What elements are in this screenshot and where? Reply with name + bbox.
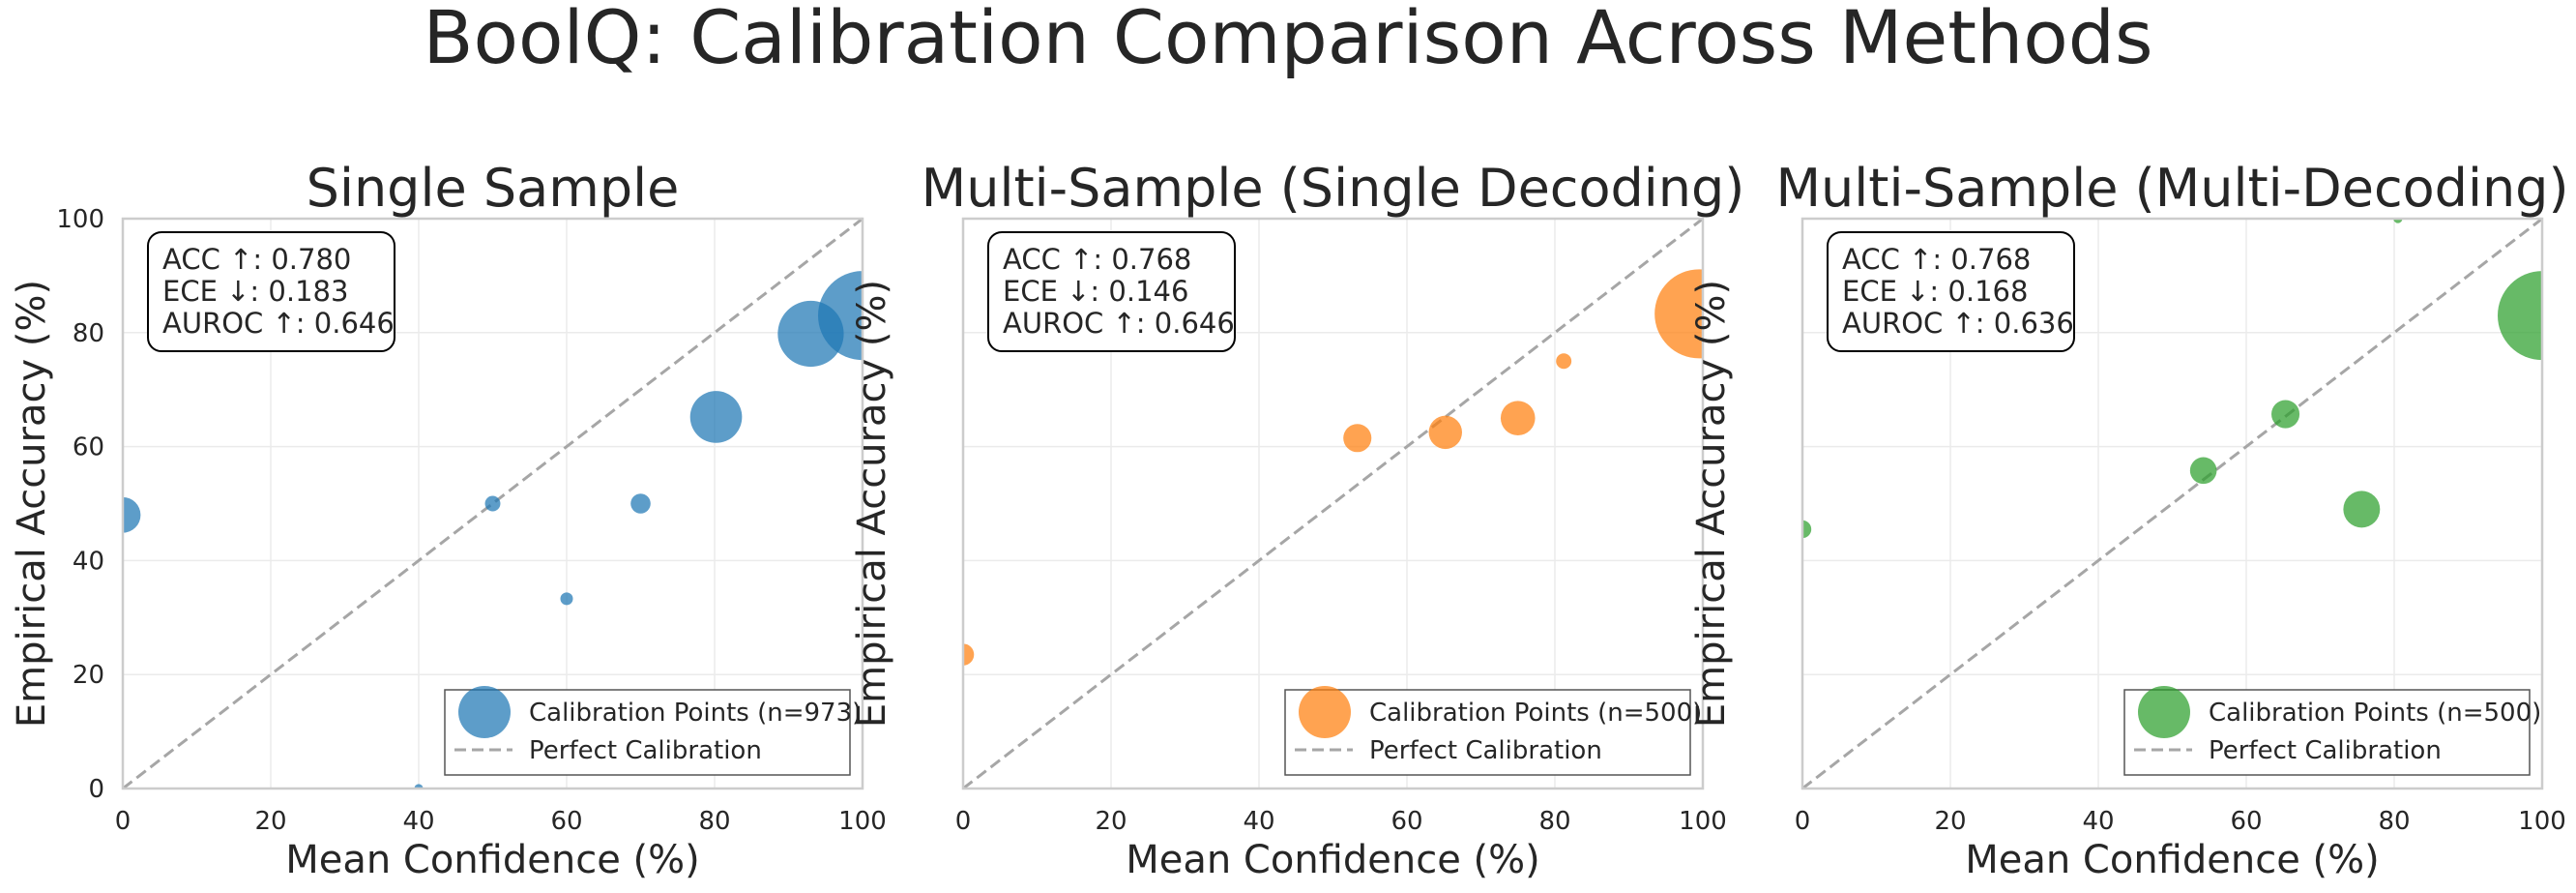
stats-line: AUROC ↑: 0.646: [162, 307, 395, 340]
x-tick-label: 20: [1095, 807, 1127, 836]
legend-box: [1284, 689, 1691, 776]
panel-1: 0 20 40 60 80 100 0 20 40 60 80 100 Single Sample Mea…: [10, 158, 887, 882]
legend-label-points: Calibration Points (n=500): [2209, 699, 2541, 728]
legend-label-points: Calibration Points (n=500): [1369, 699, 1702, 728]
calibration-point: [2270, 400, 2300, 429]
x-tick-label: 100: [838, 807, 887, 836]
x-tick-label: 100: [1679, 807, 1727, 836]
legend-label-line: Perfect Calibration: [1369, 736, 1602, 765]
calibration-point: [560, 592, 573, 606]
x-tick-label: 0: [955, 807, 972, 836]
stats-line: ACC ↑: 0.780: [162, 243, 351, 276]
legend-box: [2123, 689, 2531, 776]
y-tick-label: 20: [73, 661, 104, 690]
y-axis-label: Empirical Accuracy (%): [10, 280, 54, 728]
stats-line: AUROC ↑: 0.636: [1842, 307, 2074, 340]
x-tick-label: 60: [550, 807, 582, 836]
calibration-point: [484, 495, 501, 512]
calibration-point: [630, 493, 651, 514]
stats-line: ECE ↓: 0.183: [162, 275, 348, 308]
y-tick-label: 0: [88, 775, 104, 804]
calibration-points: [1802, 219, 2542, 539]
calibration-point: [1500, 401, 1536, 435]
plot-frame: [1800, 217, 2544, 790]
stats-line: ACC ↑: 0.768: [1842, 243, 2031, 276]
x-tick-label: 80: [698, 807, 730, 836]
legend-label-line: Perfect Calibration: [2209, 736, 2442, 765]
stats-line: ECE ↓: 0.146: [1003, 275, 1188, 308]
x-tick-label: 20: [1934, 807, 1966, 836]
calibration-point: [1556, 353, 1572, 370]
plot-frame: [961, 217, 1705, 790]
stats-line: ACC ↑: 0.768: [1003, 243, 1191, 276]
calibration-point: [1343, 424, 1372, 453]
calibration-point: [689, 391, 743, 443]
x-tick-label: 60: [2230, 807, 2262, 836]
legend-point-marker: [458, 686, 511, 738]
panel-title: Multi-Sample (Single Decoding): [922, 158, 1745, 219]
x-axis-label: Mean Confidence (%): [1126, 838, 1540, 882]
x-tick-label: 60: [1390, 807, 1422, 836]
x-tick-label: 80: [2378, 807, 2410, 836]
calibration-point: [1654, 269, 1703, 359]
legend-point-marker: [2138, 686, 2190, 738]
x-tick-label: 0: [115, 807, 132, 836]
legend-label-points: Calibration Points (n=973): [529, 699, 862, 728]
x-tick-label: 40: [1243, 807, 1274, 836]
stats-line: AUROC ↑: 0.646: [1003, 307, 1235, 340]
panel-title: Multi-Sample (Multi-Decoding): [1775, 158, 2568, 219]
calibration-point: [818, 271, 863, 361]
panel-3: 0 20 40 60 80 100 Multi-Sample (Multi-Decoding…: [1689, 158, 2569, 882]
calibration-point: [963, 643, 975, 666]
y-tick-label: 80: [73, 319, 104, 348]
y-tick-label: 60: [73, 433, 104, 462]
y-axis-label: Empirical Accuracy (%): [850, 280, 894, 728]
y-axis-label: Empirical Accuracy (%): [1689, 280, 1734, 728]
calibration-point: [2189, 457, 2217, 485]
calibration-point: [123, 496, 141, 533]
x-tick-label: 40: [402, 807, 434, 836]
calibration-point: [2343, 491, 2381, 528]
legend-point-marker: [1299, 686, 1351, 738]
x-axis-label: Mean Confidence (%): [1965, 838, 2380, 882]
panel-2: 0 20 40 60 80 100 Multi-Sample (Single Decodin…: [850, 158, 1744, 882]
legend-label-line: Perfect Calibration: [529, 736, 762, 765]
x-tick-label: 0: [1795, 807, 1811, 836]
x-axis-label: Mean Confidence (%): [285, 838, 700, 882]
panel-title: Single Sample: [307, 158, 680, 219]
calibration-point: [1802, 520, 1812, 539]
calibration-points: [963, 269, 1703, 666]
stats-box: [987, 231, 1236, 352]
calibration-point: [2498, 271, 2542, 361]
x-tick-label: 80: [1538, 807, 1570, 836]
y-tick-label: 40: [73, 547, 104, 576]
calibration-point: [1428, 415, 1462, 450]
figure-title: BoolQ: Calibration Comparison Across Met…: [423, 0, 2152, 80]
stats-box: [147, 231, 395, 352]
stats-box: [1827, 231, 2075, 352]
x-tick-label: 20: [254, 807, 286, 836]
x-tick-label: 100: [2518, 807, 2566, 836]
y-tick-label: 100: [56, 205, 104, 234]
plot-frame: [121, 217, 864, 790]
stats-line: ECE ↓: 0.168: [1842, 275, 2028, 308]
calibration-points: [123, 271, 863, 789]
legend-box: [444, 689, 851, 776]
panels: 0 20 40 60 80 100 0 20 40 60 80 100 Single Sample Mea…: [10, 158, 2569, 882]
x-tick-label: 40: [2082, 807, 2114, 836]
